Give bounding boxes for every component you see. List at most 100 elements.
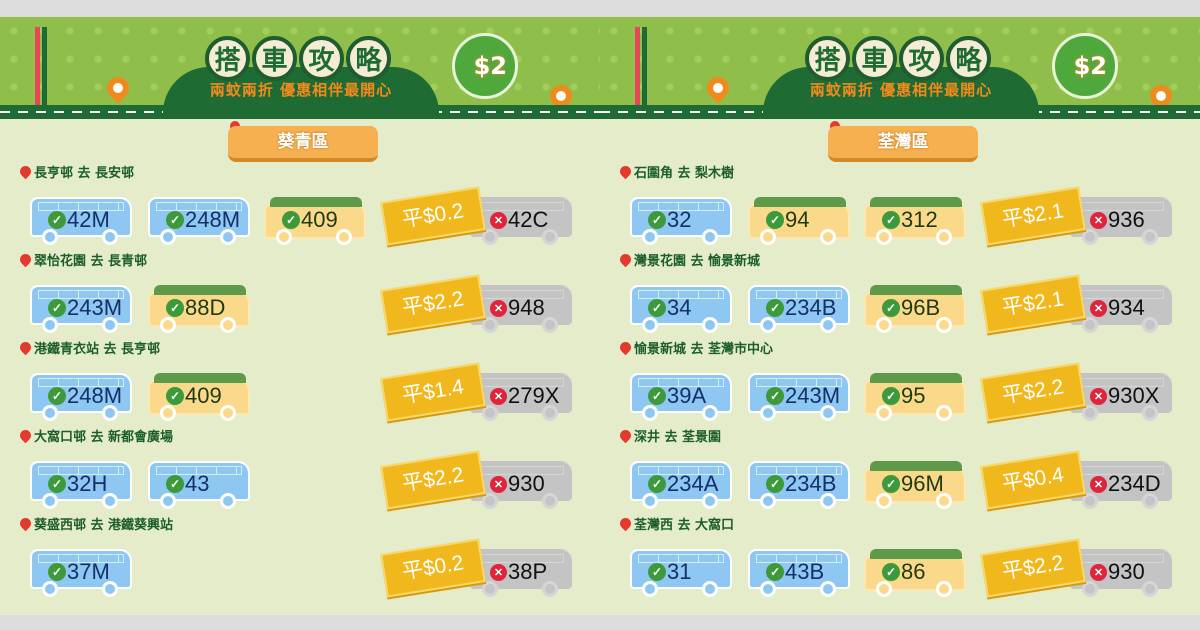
- wheel: [820, 405, 836, 421]
- route-name: 葵盛西邨 去 港鐵葵興站: [34, 518, 174, 533]
- wheel: [160, 493, 176, 509]
- route-number: ✓ 31: [648, 559, 691, 585]
- roof: [154, 285, 246, 295]
- check-icon: ✓: [882, 387, 900, 405]
- route-number: ✕ 279X: [490, 383, 559, 409]
- wheel: [760, 229, 776, 245]
- route-number-text: 96M: [901, 471, 944, 496]
- wheel: [876, 317, 892, 333]
- wheel: [482, 493, 498, 509]
- page-subtitle: 兩蚊兩折 優惠相伴最開心: [809, 81, 993, 99]
- route-number-text: 234B: [785, 295, 837, 320]
- wheel: [1082, 229, 1098, 245]
- route-number: ✓ 34: [648, 295, 691, 321]
- wheel: [1082, 405, 1098, 421]
- wheel: [702, 493, 718, 509]
- route-number: ✓ 234B: [766, 295, 836, 321]
- wheel: [1142, 493, 1158, 509]
- wheel: [760, 405, 776, 421]
- windows: [756, 466, 842, 475]
- windows: [156, 466, 242, 475]
- windows: [638, 466, 724, 475]
- route-number: ✓ 243M: [48, 295, 122, 321]
- route-number: ✕ 930X: [1090, 383, 1159, 409]
- route-number-text: 88D: [185, 295, 226, 320]
- route-number: ✓ 42M: [48, 207, 110, 233]
- location-pin-icon: [17, 515, 34, 532]
- bus-icon: ✓ 234B: [748, 461, 850, 509]
- windows: [756, 290, 842, 299]
- panel-tsuen-wan: 搭車攻略兩蚊兩折 優惠相伴最開心 $2 荃灣區 石圍角 去 梨木樹 ✓ 32 ✓ 94 ✓ 312…: [600, 17, 1200, 615]
- windows: [38, 202, 124, 211]
- wheel: [42, 405, 58, 421]
- route-number: ✓ 94: [766, 207, 809, 233]
- wheel: [876, 229, 892, 245]
- location-pin-icon: [17, 339, 34, 356]
- route-number-text: 31: [667, 559, 692, 584]
- bus-stop-sign-icon: [635, 27, 647, 107]
- route-number: ✓ 96B: [882, 295, 940, 321]
- windows: [38, 378, 124, 387]
- title-char: 略: [346, 36, 391, 81]
- route-number: ✕ 38P: [490, 559, 547, 585]
- route-number-text: 38P: [508, 559, 548, 584]
- page-title: 搭車攻略: [205, 36, 391, 81]
- minibus-icon: ✓ 409: [148, 373, 250, 421]
- roof: [754, 197, 846, 207]
- wheel: [642, 229, 658, 245]
- title-char: 攻: [299, 36, 344, 81]
- wheel: [102, 493, 118, 509]
- route-number: ✓ 37M: [48, 559, 110, 585]
- wheel: [936, 581, 952, 597]
- check-icon: ✓: [48, 475, 66, 493]
- wheel: [820, 581, 836, 597]
- minibus-icon: ✓ 95: [864, 373, 966, 421]
- wheel: [160, 229, 176, 245]
- cross-icon: ✕: [490, 475, 507, 493]
- check-icon: ✓: [48, 211, 66, 229]
- check-icon: ✓: [648, 387, 666, 405]
- check-icon: ✓: [766, 211, 784, 229]
- route-number-text: 234A: [667, 471, 719, 496]
- route-number-text: 409: [185, 383, 222, 408]
- route-label: 大窩口邨 去 新都會廣場: [17, 426, 174, 445]
- bus-icon: ✓ 39A: [630, 373, 732, 421]
- route-number: ✓ 86: [882, 559, 925, 585]
- route-name: 大窩口邨 去 新都會廣場: [34, 430, 174, 445]
- roof: [270, 197, 362, 207]
- route-number-text: 86: [901, 559, 926, 584]
- wheel: [760, 493, 776, 509]
- route-number: ✓ 409: [282, 207, 338, 233]
- route-number-text: 234B: [785, 471, 837, 496]
- check-icon: ✓: [166, 475, 184, 493]
- check-icon: ✓: [166, 211, 184, 229]
- wheel: [102, 229, 118, 245]
- check-icon: ✓: [882, 563, 900, 581]
- cross-icon: ✕: [1090, 475, 1107, 493]
- bus-stop-sign-icon: [35, 27, 47, 107]
- wheel: [336, 229, 352, 245]
- route-number: ✓ 243M: [766, 383, 840, 409]
- route-number: ✓ 96M: [882, 471, 944, 497]
- wheel: [482, 581, 498, 597]
- route-number: ✕ 234D: [1090, 471, 1161, 497]
- bus-icon: ✓ 43: [148, 461, 250, 509]
- route-name: 荃灣西 去 大窩口: [634, 518, 735, 533]
- check-icon: ✓: [166, 299, 184, 317]
- wheel: [936, 229, 952, 245]
- route-number-text: 95: [901, 383, 926, 408]
- route-number-text: 279X: [508, 383, 560, 408]
- route-number-text: 43: [185, 471, 210, 496]
- wheel: [42, 581, 58, 597]
- roof: [154, 373, 246, 383]
- route-number: ✓ 32: [648, 207, 691, 233]
- route-number: ✓ 39A: [648, 383, 706, 409]
- check-icon: ✓: [48, 387, 66, 405]
- page-title: 搭車攻略: [805, 36, 991, 81]
- check-icon: ✓: [282, 211, 300, 229]
- check-icon: ✓: [648, 211, 666, 229]
- wheel: [482, 229, 498, 245]
- wheel: [220, 317, 236, 333]
- bus-icon: ✓ 32H: [30, 461, 132, 509]
- wheel: [1082, 581, 1098, 597]
